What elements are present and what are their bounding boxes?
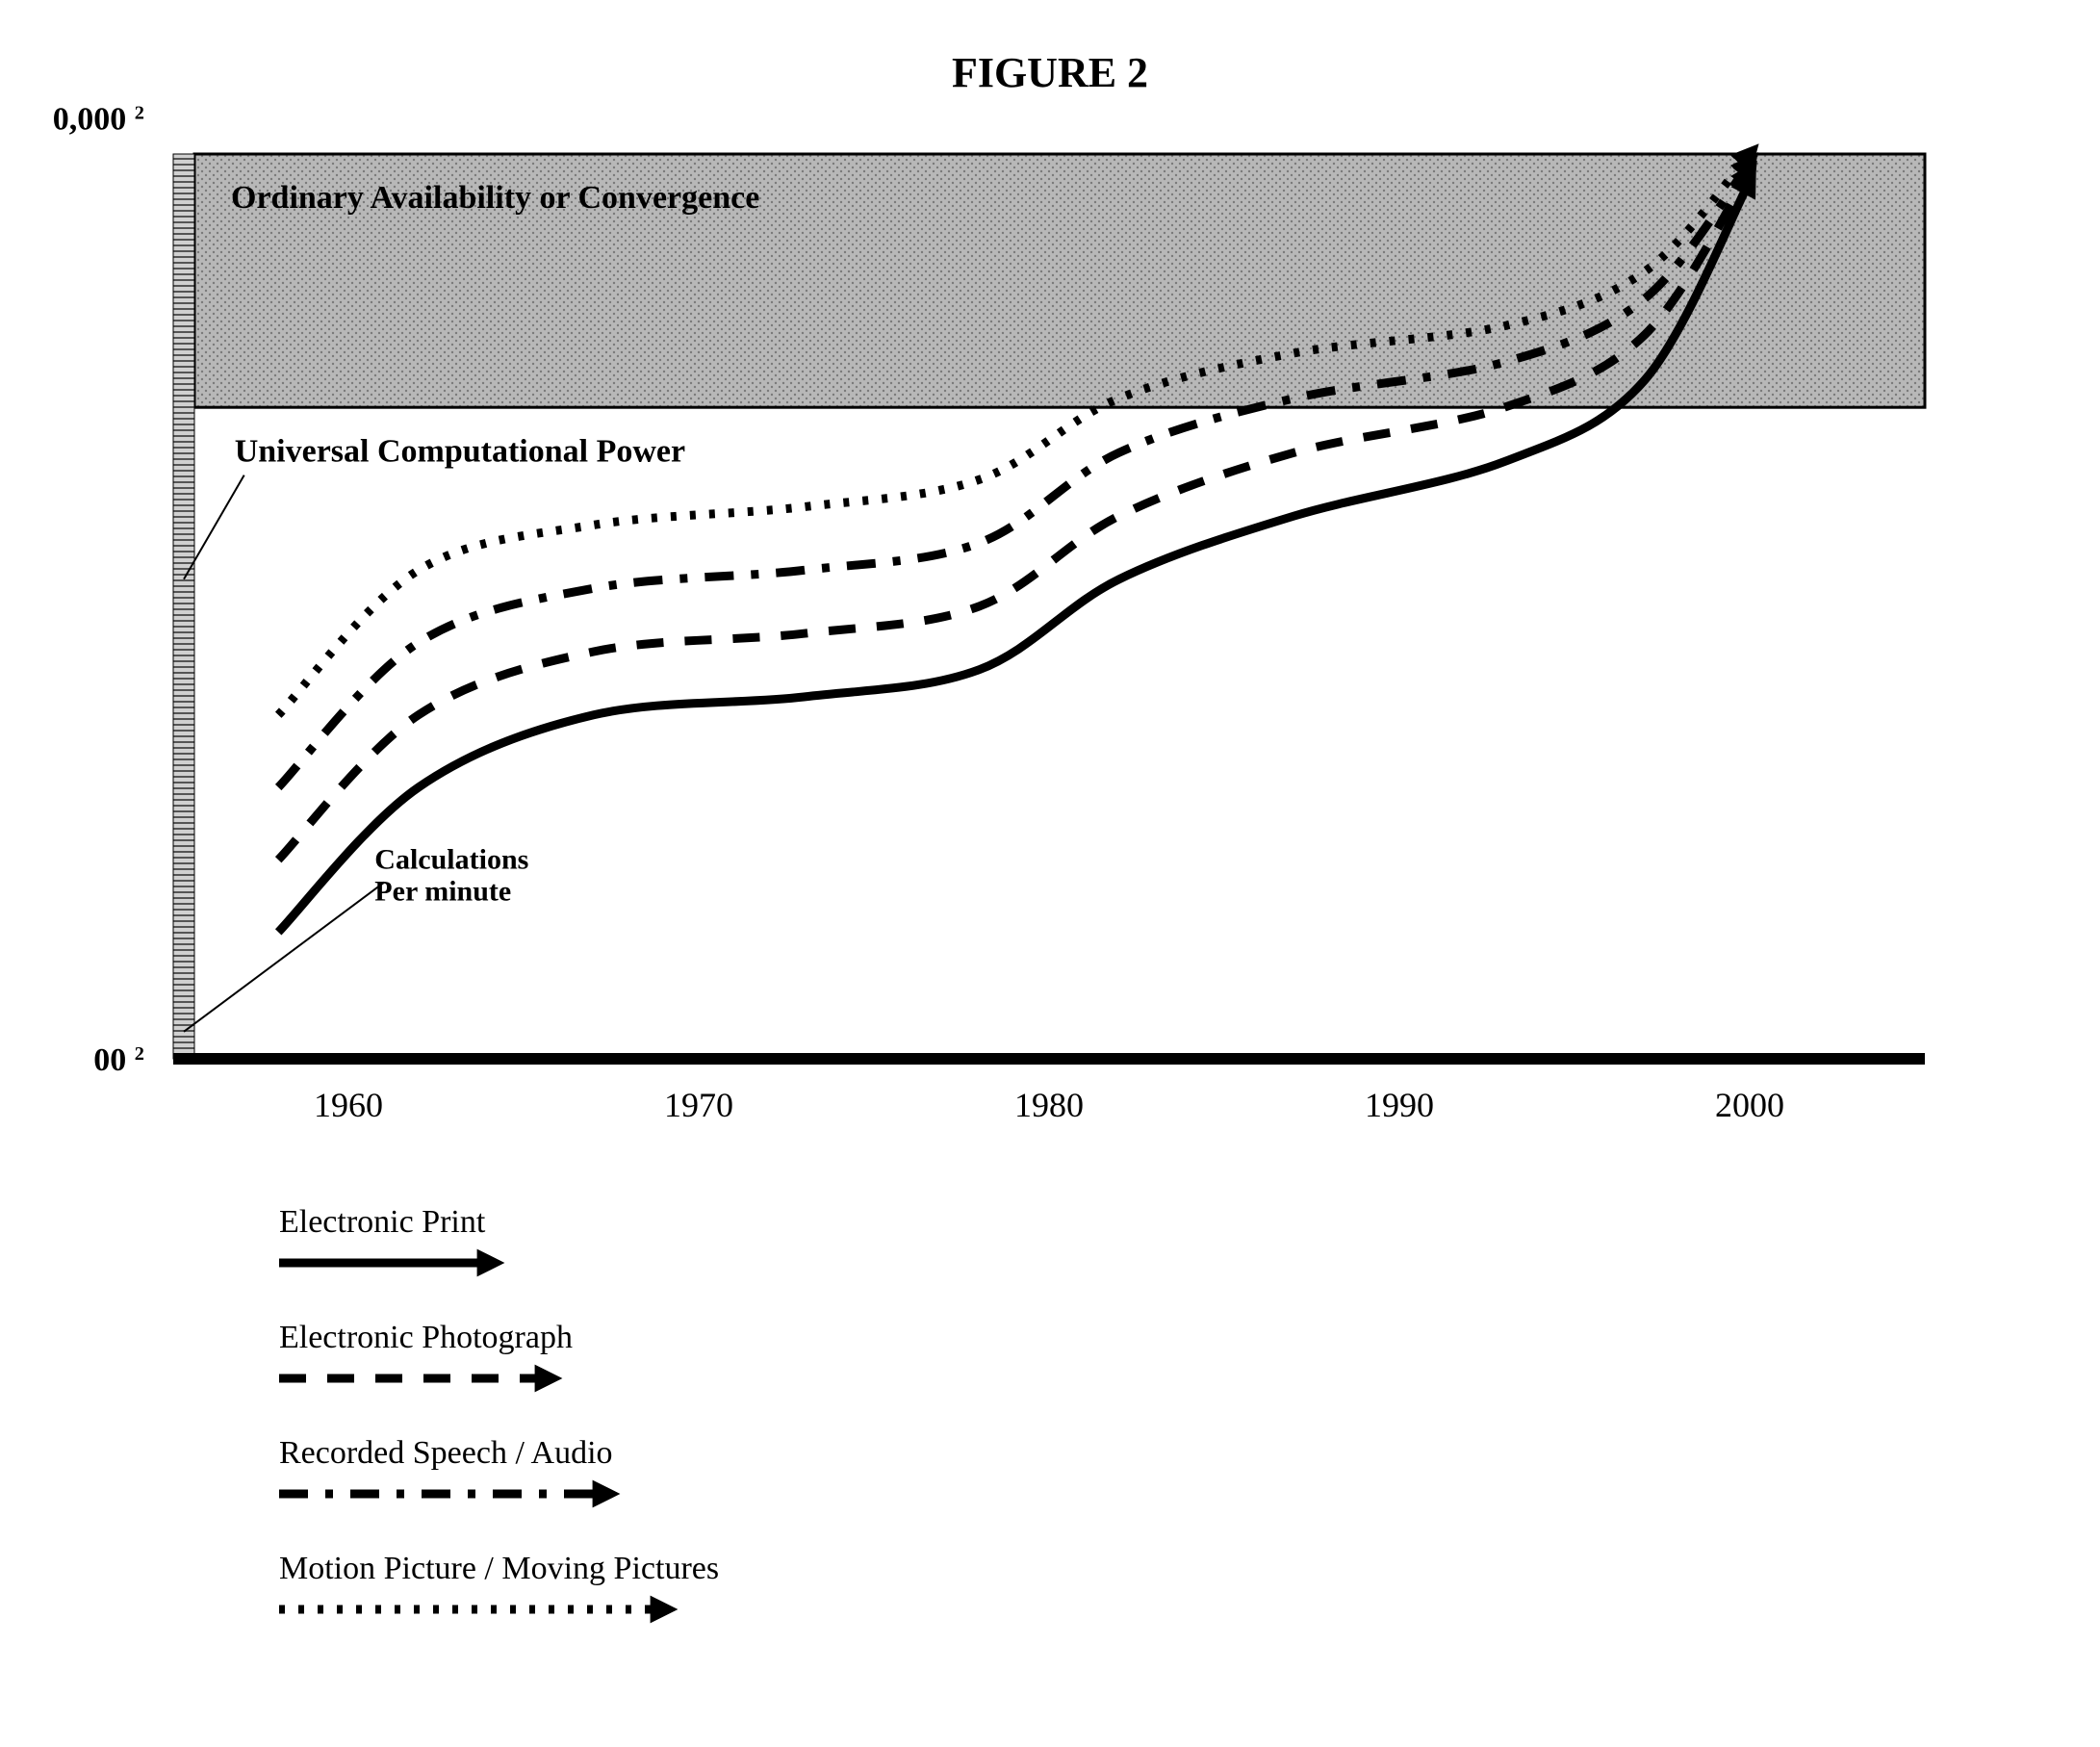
legend-label: Electronic Photograph (279, 1320, 573, 1355)
y-scale-label: 0,000 2 (53, 101, 144, 137)
figure-page: FIGURE 2 Ordinary Availability or Converg… (0, 0, 2100, 1747)
x-tick-label: 1990 (1365, 1086, 1434, 1124)
figure-title: FIGURE 2 (952, 49, 1148, 96)
legend-label: Motion Picture / Moving Pictures (279, 1551, 719, 1586)
y-axis-strip (173, 154, 194, 1059)
legend-label: Electronic Print (279, 1204, 486, 1240)
figure-svg: FIGURE 2 Ordinary Availability or Converg… (0, 0, 2100, 1747)
convergence-band-label: Ordinary Availability or Convergence (231, 180, 759, 216)
x-tick-label: 1960 (314, 1086, 383, 1124)
x-tick-label: 1970 (664, 1086, 733, 1124)
annotation-label: CalculationsPer minute (374, 844, 528, 908)
legend-label: Recorded Speech / Audio (279, 1435, 613, 1471)
x-tick-label: 2000 (1715, 1086, 1784, 1124)
annotation-label: Universal Computational Power (235, 434, 685, 470)
x-tick-label: 1980 (1014, 1086, 1084, 1124)
